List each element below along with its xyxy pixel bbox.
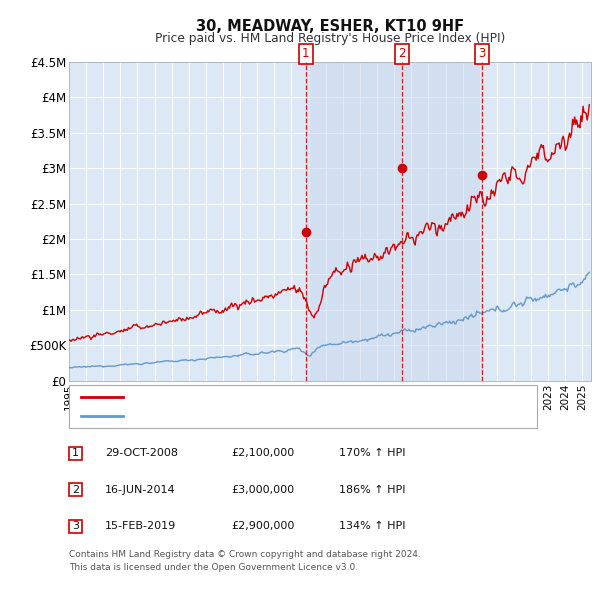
Text: 30, MEADWAY, ESHER, KT10 9HF: 30, MEADWAY, ESHER, KT10 9HF xyxy=(196,19,464,34)
Text: 29-OCT-2008: 29-OCT-2008 xyxy=(105,448,178,458)
Text: Price paid vs. HM Land Registry's House Price Index (HPI): Price paid vs. HM Land Registry's House … xyxy=(155,32,505,45)
Bar xyxy=(305,62,482,381)
Text: 2: 2 xyxy=(72,485,79,494)
Text: 1: 1 xyxy=(302,47,310,60)
Text: 3: 3 xyxy=(478,47,485,60)
Text: 134% ↑ HPI: 134% ↑ HPI xyxy=(339,522,406,531)
Text: £2,900,000: £2,900,000 xyxy=(231,522,295,531)
Text: £3,000,000: £3,000,000 xyxy=(231,485,294,494)
Text: 1: 1 xyxy=(72,448,79,458)
Text: 170% ↑ HPI: 170% ↑ HPI xyxy=(339,448,406,458)
Text: 186% ↑ HPI: 186% ↑ HPI xyxy=(339,485,406,494)
Text: £2,100,000: £2,100,000 xyxy=(231,448,294,458)
Text: Contains HM Land Registry data © Crown copyright and database right 2024.
This d: Contains HM Land Registry data © Crown c… xyxy=(69,550,421,572)
Text: 16-JUN-2014: 16-JUN-2014 xyxy=(105,485,176,494)
Text: 2: 2 xyxy=(398,47,406,60)
Text: 30, MEADWAY, ESHER, KT10 9HF (detached house): 30, MEADWAY, ESHER, KT10 9HF (detached h… xyxy=(132,392,415,402)
Text: 3: 3 xyxy=(72,522,79,531)
Text: 15-FEB-2019: 15-FEB-2019 xyxy=(105,522,176,531)
Text: HPI: Average price, detached house, Elmbridge: HPI: Average price, detached house, Elmb… xyxy=(132,411,395,421)
